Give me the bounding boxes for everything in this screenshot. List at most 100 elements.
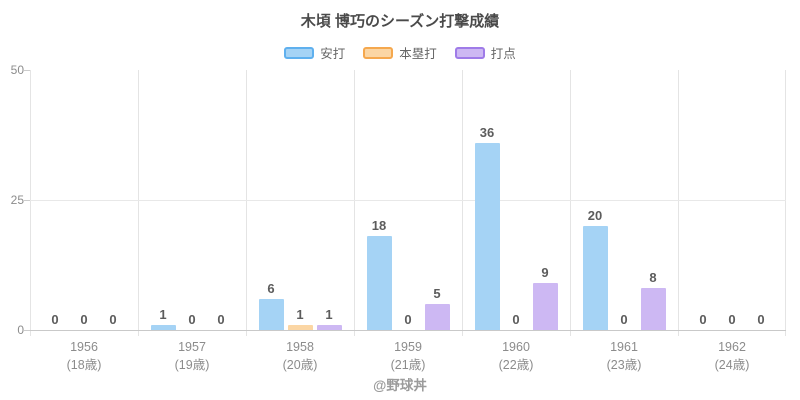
- bar-2-1958: [316, 325, 342, 330]
- bar-cell: 9: [532, 265, 558, 330]
- gridline-vertical: [570, 70, 571, 336]
- bar-value-label: 0: [80, 312, 88, 327]
- bar-group-1956: 0 0 0: [30, 70, 138, 330]
- gridline-vertical: [678, 70, 679, 336]
- bar-cell: 18: [366, 218, 392, 330]
- x-axis-year-label: 1962: [718, 340, 746, 354]
- chart-title: 木頃 博巧のシーズン打撃成績: [300, 13, 500, 30]
- gridline-vertical: [354, 70, 355, 336]
- x-axis-age-label: (23歳): [606, 358, 642, 372]
- bar-cell: 0: [180, 313, 205, 330]
- bar-cell: 8: [640, 270, 666, 330]
- bar-cell: 0: [43, 313, 68, 330]
- plot-area: 0 25 50 0 0 0 1 0 0 6 1 1 18 0 5 36 0 9 20 0 8 0 0 0 1956 (18歳) 19…: [11, 63, 786, 372]
- bar-cell: 1: [287, 307, 313, 330]
- legend-item-2[interactable]: 打点: [454, 43, 516, 62]
- bar-cell: 0: [101, 313, 126, 330]
- bar-row: 6 1 1: [246, 282, 354, 330]
- y-axis-tick-label: 25: [10, 193, 24, 207]
- x-axis-age-label: (21歳): [390, 358, 426, 372]
- gridline-vertical: [138, 70, 139, 336]
- bar-value-label: 8: [649, 270, 657, 285]
- x-axis-age-label: (18歳): [66, 358, 102, 372]
- bar-cell: 36: [474, 125, 500, 330]
- y-axis-tick: [24, 330, 30, 331]
- bar-cell: 1: [150, 307, 176, 330]
- x-axis-age-label: (19歳): [174, 358, 210, 372]
- x-axis-year-label: 1958: [286, 340, 314, 354]
- gridline-vertical: [462, 70, 463, 336]
- bar-0-1961: [582, 226, 608, 330]
- bar-value-label: 0: [512, 312, 520, 327]
- bar-2-1961: [640, 288, 666, 330]
- legend-item-0[interactable]: 安打: [284, 43, 345, 62]
- bar-row: 20 0 8: [570, 209, 678, 330]
- x-axis-label-1961: 1961 (23歳): [570, 338, 678, 374]
- x-axis-baseline: [30, 330, 786, 331]
- bar-cell: 0: [209, 313, 234, 330]
- x-axis-year-label: 1960: [502, 340, 530, 354]
- bar-cell: 5: [424, 286, 450, 330]
- bar-0-1959: [366, 236, 392, 330]
- x-axis-label-1962: 1962 (24歳): [678, 338, 786, 374]
- bar-cell: 1: [316, 307, 342, 330]
- gridline-horizontal: [30, 200, 786, 201]
- x-axis-label-1958: 1958 (20歳): [246, 338, 354, 374]
- bar-cell: 0: [720, 313, 745, 330]
- bar-value-label: 9: [541, 265, 549, 280]
- x-axis-year-label: 1957: [178, 340, 206, 354]
- bar-row: 0 0 0: [678, 313, 786, 330]
- bar-cell: 0: [612, 313, 637, 330]
- bar-value-label: 1: [159, 307, 167, 322]
- bar-value-label: 0: [699, 312, 707, 327]
- bar-cell: 6: [258, 281, 284, 330]
- y-axis-tick-label: 0: [17, 323, 24, 337]
- x-axis-label-1959: 1959 (21歳): [354, 338, 462, 374]
- bar-group-1957: 1 0 0: [138, 70, 246, 330]
- bar-2-1959: [424, 304, 450, 330]
- bar-value-label: 0: [188, 312, 196, 327]
- x-axis-year-label: 1961: [610, 340, 638, 354]
- x-axis-age-label: (20歳): [282, 358, 318, 372]
- legend-item-1[interactable]: 本塁打: [363, 43, 437, 62]
- x-axis-label-1957: 1957 (19歳): [138, 338, 246, 374]
- watermark-credit: @野球丼: [373, 378, 427, 393]
- bar-value-label: 36: [479, 125, 495, 140]
- bar-value-label: 0: [51, 312, 59, 327]
- bar-cell: 0: [504, 313, 529, 330]
- bar-0-1960: [474, 143, 500, 330]
- x-axis-label-1960: 1960 (22歳): [462, 338, 570, 374]
- legend-swatch-icon: [284, 46, 315, 59]
- legend-swatch-icon: [363, 46, 394, 59]
- bar-value-label: 0: [109, 312, 117, 327]
- chart-legend: 安打 本塁打 打点: [0, 43, 800, 62]
- bar-row: 0 0 0: [30, 313, 138, 330]
- gridline-vertical: [246, 70, 247, 336]
- x-axis-year-label: 1956: [70, 340, 98, 354]
- bar-value-label: 18: [371, 218, 387, 233]
- x-axis-label-1956: 1956 (18歳): [30, 338, 138, 374]
- bar-group-1961: 20 0 8: [570, 70, 678, 330]
- y-axis-tick: [24, 200, 30, 201]
- y-axis-tick-label: 50: [10, 63, 24, 77]
- bar-2-1960: [532, 283, 558, 330]
- bar-value-label: 6: [267, 281, 275, 296]
- bar-value-label: 20: [587, 208, 603, 223]
- bar-cell: 0: [72, 313, 97, 330]
- y-axis-tick: [24, 70, 30, 71]
- bar-value-label: 0: [728, 312, 736, 327]
- bar-value-label: 1: [296, 307, 304, 322]
- bar-group-1960: 36 0 9: [462, 70, 570, 330]
- bar-group-1958: 6 1 1: [246, 70, 354, 330]
- x-axis-age-label: (24歳): [714, 358, 750, 372]
- bar-value-label: 0: [217, 312, 225, 327]
- bar-0-1957: [150, 325, 176, 330]
- bar-value-label: 1: [325, 307, 333, 322]
- bar-value-label: 5: [433, 286, 441, 301]
- bar-value-label: 0: [404, 312, 412, 327]
- bar-1-1958: [287, 325, 313, 330]
- bar-0-1958: [258, 299, 284, 330]
- gridline-vertical: [785, 70, 786, 336]
- bar-cell: 0: [691, 313, 716, 330]
